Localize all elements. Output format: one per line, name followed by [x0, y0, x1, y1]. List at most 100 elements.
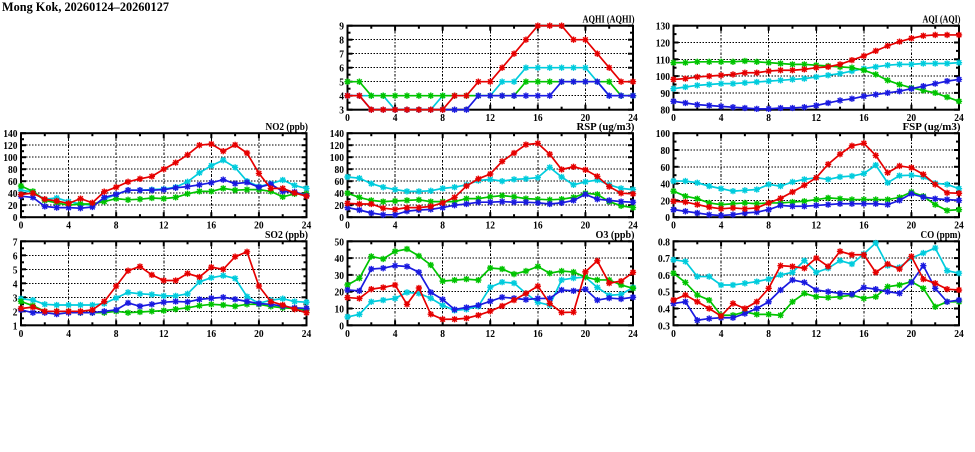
svg-text:8: 8: [114, 329, 119, 340]
svg-text:12: 12: [486, 113, 496, 124]
svg-text:3: 3: [339, 106, 344, 117]
svg-text:20: 20: [335, 201, 345, 212]
svg-text:0: 0: [665, 213, 670, 224]
svg-text:8: 8: [440, 113, 445, 124]
svg-text:24: 24: [954, 113, 964, 124]
svg-text:4: 4: [719, 113, 724, 124]
svg-text:100: 100: [3, 153, 17, 164]
svg-text:24: 24: [628, 221, 638, 232]
svg-text:20: 20: [8, 201, 18, 212]
svg-text:3: 3: [13, 293, 18, 304]
svg-text:0: 0: [345, 221, 350, 232]
svg-text:20: 20: [661, 196, 671, 207]
svg-text:5: 5: [339, 78, 344, 89]
svg-text:24: 24: [302, 221, 312, 232]
svg-text:20: 20: [907, 113, 917, 124]
svg-text:140: 140: [3, 129, 17, 140]
svg-text:24: 24: [628, 113, 638, 124]
svg-text:80: 80: [661, 146, 671, 157]
svg-text:4: 4: [393, 221, 398, 232]
svg-text:8: 8: [766, 329, 771, 340]
svg-text:0: 0: [671, 329, 676, 340]
svg-text:50: 50: [335, 237, 345, 248]
svg-text:12: 12: [812, 113, 822, 124]
svg-text:16: 16: [533, 221, 543, 232]
svg-text:0: 0: [13, 213, 18, 224]
svg-text:120: 120: [330, 141, 344, 152]
svg-text:0.7: 0.7: [658, 254, 670, 265]
svg-text:FSP (ug/m3): FSP (ug/m3): [903, 122, 962, 133]
svg-text:4: 4: [66, 329, 71, 340]
svg-text:4: 4: [719, 221, 724, 232]
svg-text:Mong Kok, 20260124–20260127: Mong Kok, 20260124–20260127: [2, 0, 169, 14]
svg-text:0: 0: [345, 113, 350, 124]
svg-text:SO2 (ppb): SO2 (ppb): [265, 230, 308, 241]
svg-text:130: 130: [656, 22, 670, 33]
svg-text:100: 100: [330, 153, 344, 164]
svg-text:0: 0: [19, 329, 24, 340]
svg-text:4: 4: [719, 329, 724, 340]
svg-text:20: 20: [581, 329, 591, 340]
svg-text:80: 80: [661, 106, 671, 117]
svg-text:8: 8: [766, 221, 771, 232]
svg-text:120: 120: [656, 39, 670, 50]
svg-text:0: 0: [671, 221, 676, 232]
svg-text:16: 16: [859, 329, 869, 340]
svg-text:0.4: 0.4: [658, 305, 671, 316]
svg-text:5: 5: [13, 265, 18, 276]
svg-text:16: 16: [859, 113, 869, 124]
svg-text:40: 40: [335, 189, 345, 200]
svg-text:20: 20: [335, 288, 345, 299]
svg-text:1: 1: [13, 321, 18, 332]
svg-text:40: 40: [335, 254, 345, 265]
svg-text:0.3: 0.3: [658, 321, 670, 332]
svg-text:0: 0: [339, 321, 344, 332]
svg-text:16: 16: [859, 221, 869, 232]
svg-text:140: 140: [330, 129, 344, 140]
svg-text:60: 60: [661, 163, 671, 174]
svg-text:20: 20: [254, 221, 264, 232]
svg-text:4: 4: [393, 113, 398, 124]
svg-text:NO2 (ppb): NO2 (ppb): [266, 122, 309, 133]
svg-text:20: 20: [907, 329, 917, 340]
svg-text:16: 16: [533, 329, 543, 340]
svg-text:10: 10: [335, 305, 345, 316]
svg-text:20: 20: [907, 221, 917, 232]
svg-text:O3 (ppb): O3 (ppb): [596, 230, 635, 241]
svg-text:120: 120: [3, 141, 17, 152]
svg-text:12: 12: [159, 329, 169, 340]
svg-text:8: 8: [114, 221, 119, 232]
svg-text:40: 40: [661, 180, 671, 191]
svg-text:4: 4: [393, 329, 398, 340]
svg-text:0.6: 0.6: [658, 271, 670, 282]
svg-text:20: 20: [581, 113, 591, 124]
svg-text:16: 16: [533, 113, 543, 124]
svg-text:9: 9: [339, 22, 344, 33]
svg-text:16: 16: [207, 329, 217, 340]
svg-text:8: 8: [339, 36, 344, 47]
svg-text:4: 4: [13, 279, 18, 290]
svg-text:12: 12: [486, 221, 496, 232]
svg-text:16: 16: [207, 221, 217, 232]
svg-text:8: 8: [766, 113, 771, 124]
svg-text:24: 24: [302, 329, 312, 340]
svg-text:100: 100: [656, 72, 670, 83]
svg-text:80: 80: [8, 165, 18, 176]
svg-text:30: 30: [335, 271, 345, 282]
svg-text:0.5: 0.5: [658, 288, 670, 299]
svg-text:AQHI (AQHI): AQHI (AQHI): [583, 15, 635, 26]
svg-text:24: 24: [628, 329, 638, 340]
svg-text:90: 90: [661, 89, 671, 100]
svg-text:12: 12: [812, 221, 822, 232]
svg-text:24: 24: [954, 221, 964, 232]
svg-text:20: 20: [254, 329, 264, 340]
svg-text:CO (ppm): CO (ppm): [921, 230, 961, 241]
svg-text:AQI (AQI): AQI (AQI): [923, 15, 961, 26]
svg-text:0: 0: [19, 221, 24, 232]
svg-text:12: 12: [486, 329, 496, 340]
svg-text:24: 24: [954, 329, 964, 340]
svg-text:7: 7: [13, 237, 18, 248]
svg-text:8: 8: [440, 329, 445, 340]
svg-text:12: 12: [812, 329, 822, 340]
svg-text:0: 0: [671, 113, 676, 124]
